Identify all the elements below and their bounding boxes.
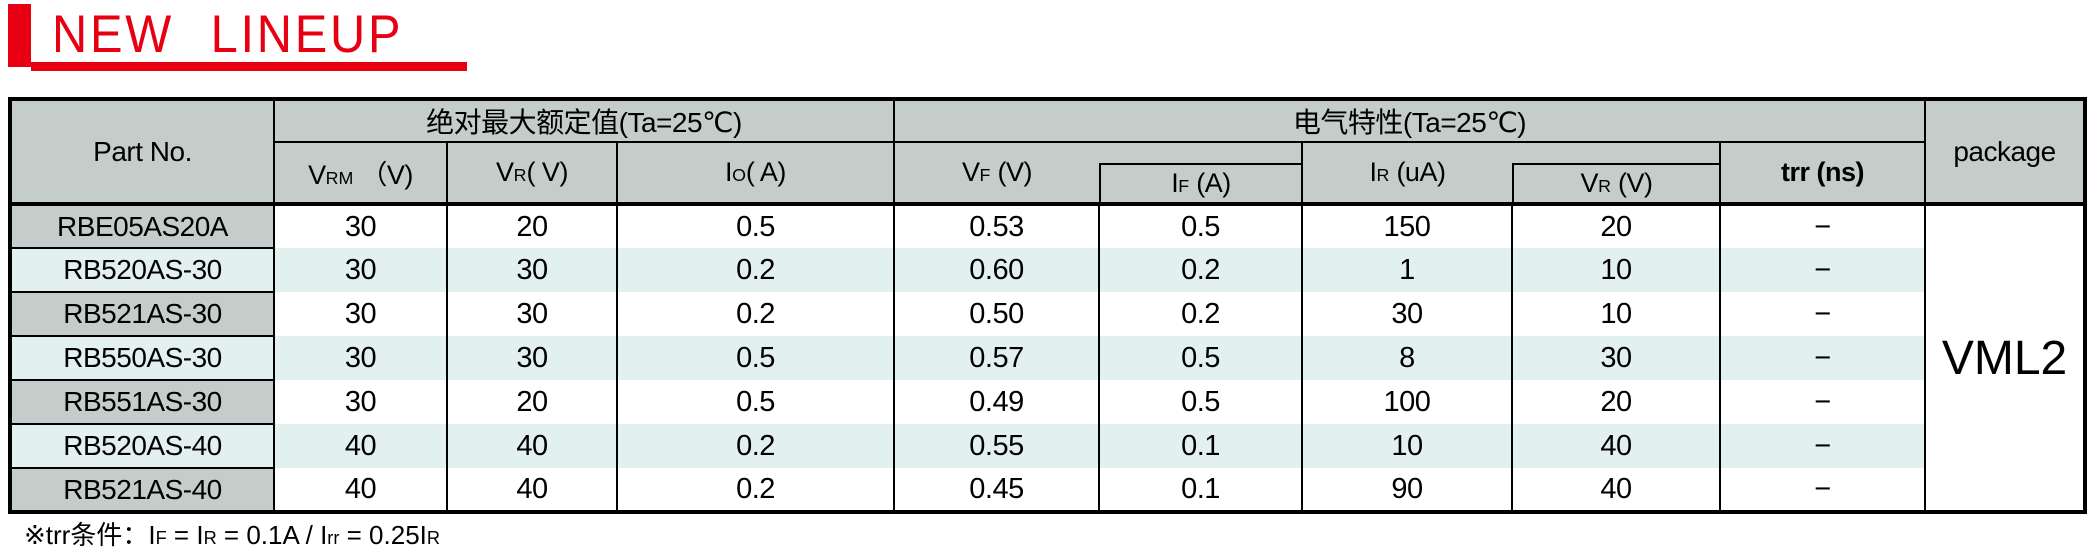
trr-condition-note: ※trr条件：IF = IR = 0.1A / Irr = 0.25IR [24,520,441,550]
cell-vr: 30 [446,336,618,380]
cell-ir: 8 [1301,336,1513,380]
cell-vf: 0.45 [893,468,1100,512]
part-no-cell: RB520AS-30 [9,247,275,293]
cell-vr2: 20 [1511,204,1721,248]
cell-trr: − [1718,248,1927,292]
cell-ir: 10 [1301,424,1513,468]
cell-vrm: 30 [273,248,448,292]
cell-if: 0.5 [1098,380,1303,424]
header-group-elec: 电气特性(Ta=25℃) [892,98,1927,143]
header-part-no: Part No. [9,98,275,206]
col-header-ir: IR (uA) [1301,141,1512,206]
part-no-cell: RB521AS-40 [9,467,275,513]
cell-vr2: 30 [1511,336,1721,380]
cell-ir: 30 [1301,292,1513,336]
cell-trr: − [1718,292,1927,336]
cell-io: 0.5 [616,336,895,380]
cell-vr: 40 [446,468,618,512]
cell-vrm: 30 [273,380,448,424]
cell-io: 0.2 [616,424,895,468]
table-row: RB520AS-40 40 40 0.2 0.55 0.1 10 40 − [9,423,2085,469]
col-header-vf: VF (V) [893,141,1099,206]
cell-io: 0.5 [616,204,895,248]
cell-io: 0.2 [616,248,895,292]
table-row: RB551AS-30 30 20 0.5 0.49 0.5 100 20 − [9,379,2085,425]
cell-vr: 40 [446,424,618,468]
cell-vrm: 30 [273,292,448,336]
cell-vrm: 30 [273,204,448,248]
cell-ir: 150 [1301,204,1513,248]
cell-vf: 0.53 [893,204,1100,248]
part-no-cell: RB520AS-40 [9,423,275,469]
cell-vf: 0.50 [893,292,1100,336]
part-no-cell: RBE05AS20A [9,203,275,249]
package-cell: VML2 [1924,204,2087,512]
cell-io: 0.2 [616,468,895,512]
cell-vr2: 20 [1511,380,1721,424]
table-row: RB550AS-30 30 30 0.5 0.57 0.5 8 30 − [9,335,2085,381]
cell-vr2: 10 [1511,248,1721,292]
cell-vr: 30 [446,248,618,292]
cell-if: 0.5 [1098,336,1303,380]
cell-vrm: 40 [273,468,448,512]
header-package: package [1924,98,2087,206]
part-no-cell: RB551AS-30 [9,379,275,425]
cell-vrm: 40 [273,424,448,468]
cell-vrm: 30 [273,336,448,380]
col-header-vrm: VRM （V) [273,141,448,206]
cell-vr: 20 [446,204,618,248]
cell-vr2: 40 [1511,468,1721,512]
cell-if: 0.2 [1098,292,1303,336]
table-row: RB521AS-30 30 30 0.2 0.50 0.2 30 10 − [9,291,2085,337]
vr-condition-box: VR (V) [1512,163,1719,202]
title-underline [31,62,467,71]
page-title: NEW LINEUP [52,5,404,64]
table-row: RB520AS-30 30 30 0.2 0.60 0.2 1 10 − [9,247,2085,293]
col-header-io: IO( A) [616,141,895,206]
cell-vf: 0.55 [893,424,1100,468]
cell-trr: − [1718,424,1927,468]
title-accent-bar [8,4,31,67]
cell-ir: 1 [1301,248,1513,292]
cell-trr: − [1718,380,1927,424]
cell-ir: 90 [1301,468,1513,512]
cell-vr: 30 [446,292,618,336]
cell-trr: − [1718,204,1927,248]
table-row: RB521AS-40 40 40 0.2 0.45 0.1 90 40 − [9,467,2085,513]
lineup-table: Part No. 绝对最大额定值(Ta=25℃) 电气特性(Ta=25℃) pa… [8,97,2087,514]
cell-ir: 100 [1301,380,1513,424]
cell-io: 0.5 [616,380,895,424]
part-no-cell: RB550AS-30 [9,335,275,381]
col-header-trr: trr (ns) [1718,141,1927,206]
part-no-cell: RB521AS-30 [9,291,275,337]
cell-vf: 0.60 [893,248,1100,292]
cell-trr: − [1718,336,1927,380]
col-header-vr: VR( V) [446,141,618,206]
cell-if: 0.1 [1098,424,1303,468]
cell-vf: 0.57 [893,336,1100,380]
cell-vr: 20 [446,380,618,424]
cell-trr: − [1718,468,1927,512]
if-condition-box: IF (A) [1099,163,1301,202]
cell-if: 0.5 [1098,204,1303,248]
col-header-if: IF (A) [1099,141,1303,206]
cell-vr2: 40 [1511,424,1721,468]
cell-vf: 0.49 [893,380,1100,424]
header-group-abs-max: 绝对最大额定值(Ta=25℃) [273,98,895,143]
cell-if: 0.1 [1098,468,1303,512]
cell-if: 0.2 [1098,248,1303,292]
col-header-vr2: VR (V) [1512,141,1721,206]
table-row: RBE05AS20A 30 20 0.5 0.53 0.5 150 20 − V… [9,203,2087,512]
cell-vr2: 10 [1511,292,1721,336]
cell-io: 0.2 [616,292,895,336]
